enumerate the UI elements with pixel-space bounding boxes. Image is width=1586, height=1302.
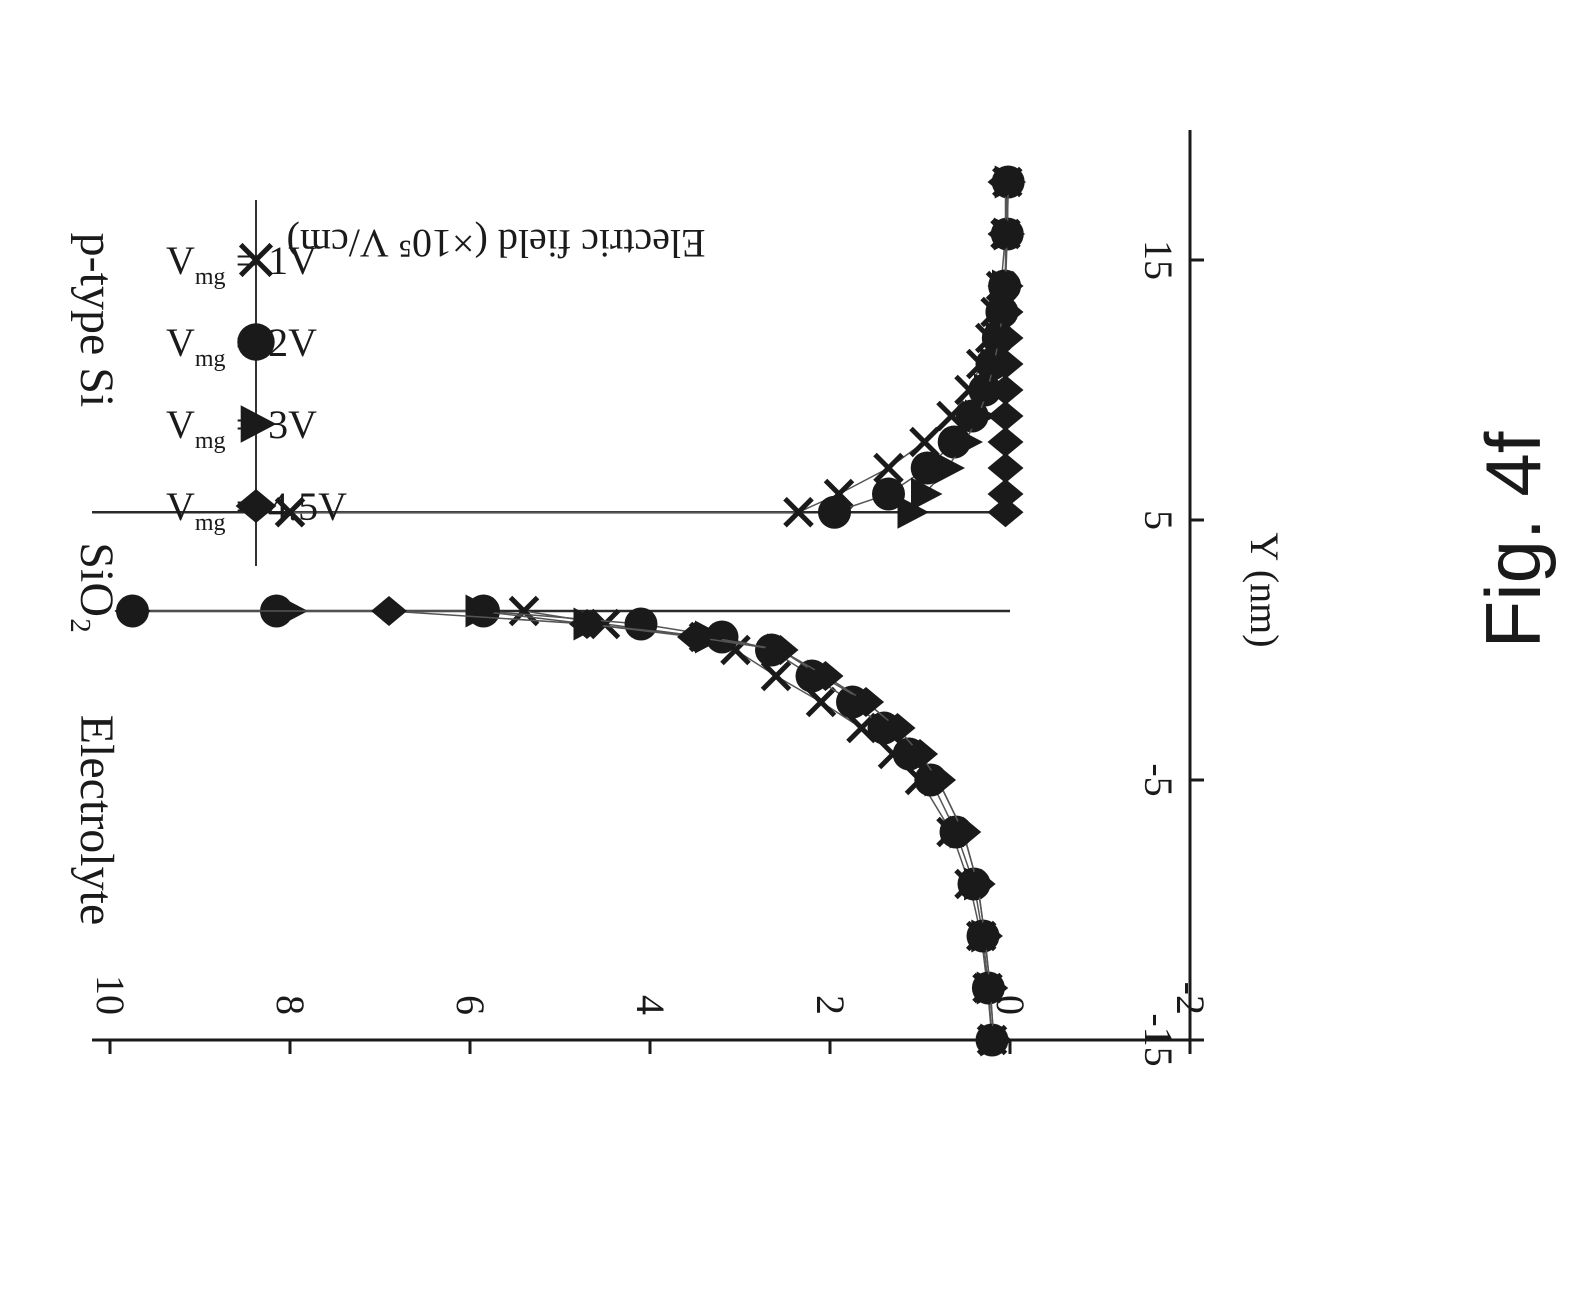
data-point-x	[805, 686, 837, 718]
y-tick-label: 2	[808, 995, 853, 1015]
x-axis-title: Y (nm)	[1242, 532, 1287, 647]
data-point-x	[783, 496, 814, 528]
legend-item: Vmg = 2V	[166, 282, 317, 402]
data-point-diamond	[807, 661, 844, 691]
y-tick-label: 10	[88, 975, 133, 1015]
legend-marker-triangle	[240, 405, 277, 443]
y-tick-label: 4	[628, 995, 673, 1015]
legend-label: Vmg = 3V	[166, 402, 317, 454]
y-axis-title: Electric field (×10⁵ V/cm)	[287, 221, 706, 266]
y-tick-label: 8	[268, 995, 313, 1015]
data-point-diamond	[959, 869, 996, 899]
data-point-triangle	[951, 425, 983, 459]
region-label-sio2: SiO₂	[70, 542, 123, 633]
data-point-circle	[818, 495, 851, 529]
legend-item: Vmg = 4.5V	[166, 446, 347, 566]
series-layer	[114, 165, 1027, 1057]
data-point-triangle	[911, 477, 943, 511]
data-point-x	[274, 496, 306, 528]
data-point-circle	[624, 607, 658, 641]
data-point-x	[760, 660, 792, 692]
x-tick-label: -5	[1136, 763, 1181, 796]
figure-caption: Fig. 4f	[1469, 431, 1557, 648]
data-point-triangle	[465, 594, 497, 628]
legend-marker-circle	[237, 323, 275, 361]
legend-item: Vmg = 3V	[166, 364, 317, 484]
y-tick-label: 6	[448, 995, 493, 1015]
data-point-diamond	[945, 817, 982, 847]
data-point-diamond	[987, 297, 1024, 327]
legend-marker-diamond	[235, 489, 277, 523]
data-point-diamond	[920, 765, 956, 795]
data-point-diamond	[987, 401, 1024, 431]
data-point-triangle	[933, 451, 965, 485]
region-label-p-type-si: p-type Si	[70, 233, 123, 408]
series-diamond	[114, 167, 1024, 1055]
data-point-diamond	[987, 167, 1024, 197]
legend-label: Vmg = 2V	[166, 320, 317, 372]
x-tick-label: 5	[1136, 510, 1181, 530]
legend-label: Vmg = 4.5V	[166, 484, 347, 536]
legend: Vmg = 1V Vmg = 2V Vmg = 3V Vmg = 4.5V	[166, 200, 347, 566]
series-line	[132, 610, 995, 1041]
data-point-triangle	[965, 399, 997, 433]
series-line	[523, 610, 993, 1041]
data-point-diamond	[972, 973, 1009, 1003]
data-point-diamond	[569, 609, 605, 639]
region-label-electrolyte: Electrolyte	[70, 715, 123, 926]
legend-label: Vmg = 1V	[166, 238, 317, 290]
data-point-x	[873, 452, 904, 484]
data-point-diamond	[987, 375, 1024, 405]
data-point-diamond	[987, 271, 1024, 301]
data-point-circle	[872, 477, 905, 511]
legend-marker-x	[238, 242, 274, 278]
data-point-x	[909, 426, 940, 458]
data-point-diamond	[677, 622, 713, 652]
data-point-diamond	[987, 349, 1024, 379]
data-point-diamond	[975, 1025, 1012, 1055]
data-point-diamond	[987, 219, 1024, 249]
x-tick-label: -15	[1136, 1013, 1181, 1066]
data-point-diamond	[966, 921, 1003, 951]
y-tick-label: -2	[1168, 982, 1213, 1015]
data-point-triangle	[897, 495, 929, 529]
data-point-diamond	[902, 739, 938, 769]
legend-item: Vmg = 1V	[166, 200, 317, 320]
data-point-diamond	[848, 687, 884, 717]
data-point-diamond	[114, 596, 151, 626]
data-point-diamond	[762, 635, 799, 665]
data-point-diamond	[987, 479, 1024, 509]
data-point-diamond	[987, 427, 1024, 457]
series-line	[290, 610, 995, 1041]
region-labels: p-type Si SiO₂ Electrolyte	[70, 233, 123, 926]
data-point-diamond	[987, 453, 1024, 483]
data-point-diamond	[987, 323, 1024, 353]
x-tick-label: 15	[1136, 240, 1181, 280]
data-point-diamond	[987, 497, 1024, 528]
series-line	[132, 610, 993, 1041]
data-point-diamond	[879, 713, 916, 743]
data-point-diamond	[371, 596, 407, 626]
